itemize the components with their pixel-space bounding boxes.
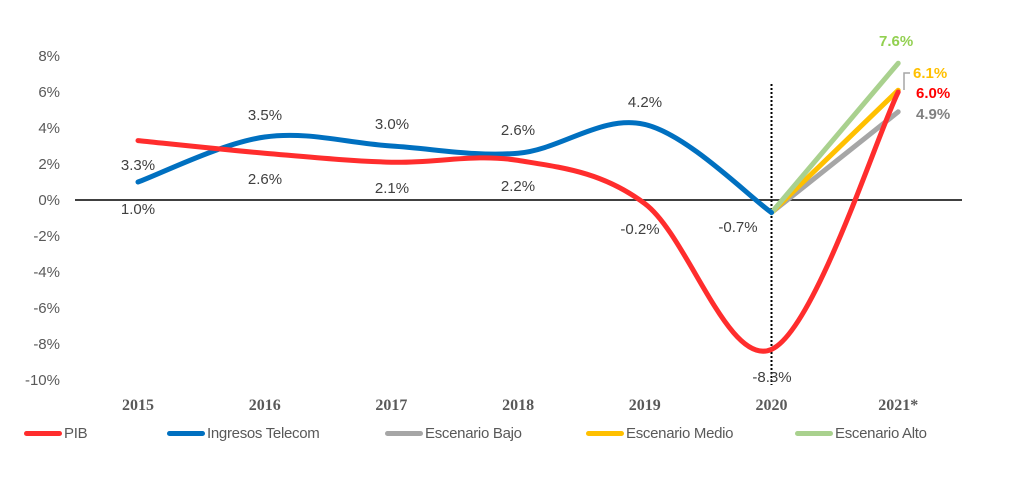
x-tick-label: 2016 <box>249 397 281 414</box>
x-tick-label: 2021* <box>878 397 918 414</box>
series-line-escenario-alto <box>769 60 901 216</box>
data-label-ingresos-telecom: 3.0% <box>375 116 409 133</box>
legend: PIB Ingresos Telecom Escenario Bajo Esce… <box>0 418 1012 448</box>
data-label-pib: -0.2% <box>620 221 659 238</box>
legend-label: Escenario Medio <box>626 424 734 442</box>
y-tick-label: 8% <box>38 48 60 65</box>
y-tick-label: 4% <box>38 120 60 137</box>
series-lines <box>135 60 901 354</box>
legend-item-pib: PIB <box>24 418 88 448</box>
legend-label: PIB <box>64 424 88 442</box>
legend-label: Escenario Bajo <box>425 424 522 442</box>
y-tick-label: -8% <box>33 336 60 353</box>
legend-swatch-pib <box>24 430 62 436</box>
legend-item-ingresos-telecom: Ingresos Telecom <box>167 418 320 448</box>
data-label-ingresos-telecom: 4.2% <box>628 94 662 111</box>
series-line-pib <box>135 89 901 354</box>
legend-swatch-escenario-bajo <box>385 430 423 436</box>
series-line-escenario-bajo <box>769 109 901 216</box>
y-tick-label: 2% <box>38 156 60 173</box>
legend-swatch-escenario-medio <box>586 430 624 436</box>
x-axis: 2015 2016 2017 2018 2019 2020 2021* <box>122 84 918 414</box>
legend-item-escenario-bajo: Escenario Bajo <box>385 418 522 448</box>
legend-swatch-ingresos-telecom <box>167 430 205 436</box>
y-tick-label: -10% <box>25 372 60 389</box>
data-label-ingresos-telecom: 2.6% <box>501 122 535 139</box>
series-line-ingresos-telecom <box>135 120 774 216</box>
data-label-pib: 2.6% <box>248 171 282 188</box>
y-tick-label: -6% <box>33 300 60 317</box>
end-label-escenario-alto: 7.6% <box>879 33 913 50</box>
data-label-pib: -8.3% <box>752 369 791 386</box>
x-tick-label: 2018 <box>502 397 534 414</box>
series-line-escenario-medio <box>769 87 901 216</box>
leader-line <box>903 72 910 90</box>
x-tick-label: 2020 <box>756 397 788 414</box>
y-tick-label: -2% <box>33 228 60 245</box>
x-tick-label: 2017 <box>375 397 407 414</box>
data-label-pib: 3.3% <box>121 157 155 174</box>
y-tick-label: 0% <box>38 192 60 209</box>
x-tick-label: 2015 <box>122 397 154 414</box>
end-label-escenario-medio: 6.1% <box>913 65 947 82</box>
y-tick-label: -4% <box>33 264 60 281</box>
data-label-pib: 2.1% <box>375 180 409 197</box>
legend-label: Escenario Alto <box>835 424 927 442</box>
data-labels: 3.3% 2.6% 2.1% 2.2% -0.2% -8.3% 1.0% 3.5% 3.0% 2.… <box>121 33 950 386</box>
y-axis: 8% 6% 4% 2% 0% -2% -4% -6% -8% -10% <box>25 48 962 389</box>
data-label-ingresos-telecom: 1.0% <box>121 201 155 218</box>
end-label-escenario-bajo: 4.9% <box>916 106 950 123</box>
data-label-pib: 2.2% <box>501 178 535 195</box>
data-label-ingresos-telecom: -0.7% <box>718 219 757 236</box>
legend-item-escenario-alto: Escenario Alto <box>795 418 927 448</box>
legend-swatch-escenario-alto <box>795 430 833 436</box>
x-tick-label: 2019 <box>629 397 661 414</box>
legend-item-escenario-medio: Escenario Medio <box>586 418 734 448</box>
end-label-pib: 6.0% <box>916 85 950 102</box>
data-label-ingresos-telecom: 3.5% <box>248 107 282 124</box>
y-tick-label: 6% <box>38 84 60 101</box>
legend-label: Ingresos Telecom <box>207 424 320 442</box>
